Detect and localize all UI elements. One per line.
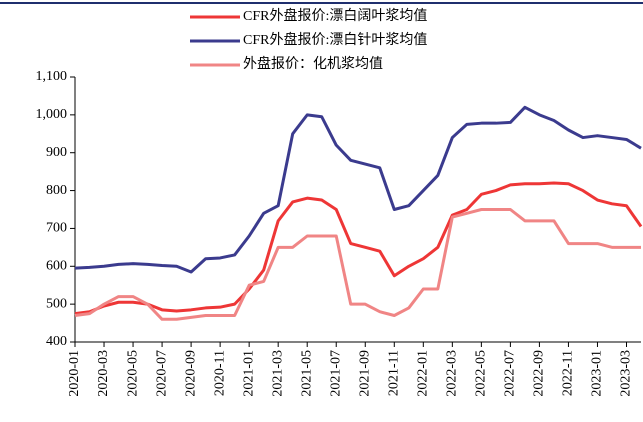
x-tick-label: 2021-01 bbox=[241, 350, 256, 397]
x-tick-label: 2020-01 bbox=[67, 350, 82, 397]
x-tick-label: 2022-07 bbox=[503, 350, 518, 397]
y-tick-label: 700 bbox=[46, 221, 67, 236]
x-tick-label: 2022-11 bbox=[561, 350, 576, 396]
y-tick-label: 900 bbox=[46, 145, 67, 160]
x-tick-label: 2021-11 bbox=[387, 350, 402, 396]
y-tick-label: 1,100 bbox=[36, 69, 68, 84]
x-tick-label: 2020-03 bbox=[96, 350, 111, 397]
x-tick-label: 2023-01 bbox=[590, 350, 605, 397]
y-tick-label: 1,000 bbox=[36, 107, 68, 122]
legend-label: CFR外盘报价:漂白阔叶浆均值 bbox=[243, 7, 427, 24]
x-tick-label: 2020-07 bbox=[154, 350, 169, 397]
x-tick-label: 2021-05 bbox=[299, 350, 314, 397]
x-tick-label: 2021-07 bbox=[328, 350, 343, 397]
x-tick-label: 2020-05 bbox=[125, 350, 140, 397]
x-tick-label: 2021-03 bbox=[270, 350, 285, 397]
x-tick-label: 2020-09 bbox=[183, 350, 198, 397]
x-tick-label: 2022-09 bbox=[532, 350, 547, 397]
legend-label: CFR外盘报价:漂白针叶浆均值 bbox=[243, 31, 427, 48]
series-line bbox=[74, 208, 641, 321]
x-tick-label: 2022-01 bbox=[416, 350, 431, 397]
x-tick-label: 2022-05 bbox=[474, 350, 489, 397]
x-tick-label: 2022-03 bbox=[445, 350, 460, 397]
x-tick-label: 2020-11 bbox=[212, 350, 227, 396]
y-tick-label: 400 bbox=[46, 334, 67, 349]
series-line bbox=[74, 181, 643, 316]
legend-label: 外盘报价：化机浆均值 bbox=[243, 55, 383, 72]
x-tick-label: 2021-09 bbox=[357, 350, 372, 397]
y-tick-label: 800 bbox=[46, 183, 67, 198]
y-tick-label: 600 bbox=[46, 259, 67, 274]
y-tick-label: 500 bbox=[46, 296, 67, 311]
x-tick-label: 2023-03 bbox=[619, 350, 634, 397]
series-line bbox=[74, 105, 642, 274]
